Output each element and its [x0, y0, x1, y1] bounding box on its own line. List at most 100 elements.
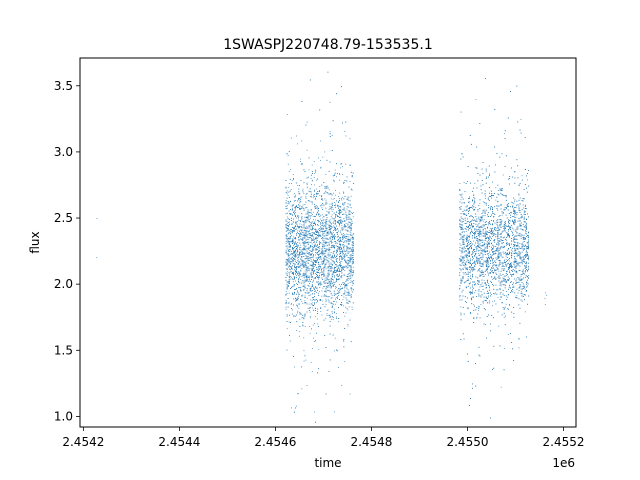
- data-point: [341, 265, 342, 267]
- data-point: [343, 296, 345, 298]
- data-point: [350, 280, 352, 282]
- data-point: [304, 253, 306, 255]
- data-point: [313, 258, 314, 260]
- data-point: [308, 303, 310, 305]
- data-point: [309, 228, 311, 230]
- data-point: [316, 302, 318, 304]
- data-point: [320, 283, 322, 285]
- data-point: [286, 281, 288, 283]
- data-point: [339, 299, 340, 300]
- data-point: [288, 276, 290, 278]
- data-point: [313, 246, 315, 247]
- data-point: [321, 314, 323, 316]
- data-point: [339, 290, 341, 291]
- data-point: [338, 295, 339, 296]
- data-point: [305, 239, 307, 241]
- data-point: [352, 244, 354, 246]
- data-point: [287, 298, 289, 299]
- data-point: [337, 261, 338, 263]
- data-point: [305, 249, 307, 251]
- data-point: [312, 214, 313, 215]
- data-point: [324, 275, 326, 277]
- data-point: [305, 227, 307, 229]
- data-point: [336, 316, 337, 318]
- data-point: [304, 264, 306, 265]
- data-point: [340, 261, 341, 263]
- data-point: [288, 259, 290, 261]
- data-point: [324, 187, 326, 189]
- data-point: [306, 241, 308, 243]
- data-point: [321, 248, 323, 250]
- data-point: [327, 290, 329, 291]
- data-point: [311, 233, 313, 235]
- data-point: [308, 253, 310, 255]
- data-point: [294, 267, 296, 268]
- data-point: [285, 302, 287, 304]
- data-point: [287, 229, 289, 231]
- data-point: [344, 291, 346, 293]
- data-point: [347, 259, 349, 261]
- data-point: [323, 271, 325, 273]
- data-point: [304, 247, 306, 249]
- data-point: [303, 260, 305, 262]
- data-point: [305, 245, 307, 247]
- data-point: [322, 249, 324, 251]
- data-point: [298, 263, 299, 264]
- data-point: [342, 173, 344, 175]
- data-point: [288, 273, 290, 275]
- data-point: [342, 237, 344, 239]
- data-point: [289, 335, 290, 336]
- data-point: [325, 393, 327, 395]
- data-point: [333, 268, 335, 270]
- data-point: [351, 244, 353, 246]
- data-point: [313, 245, 315, 247]
- data-point: [321, 252, 323, 253]
- data-point: [289, 322, 291, 323]
- data-point: [344, 292, 346, 294]
- data-point: [321, 184, 323, 186]
- data-point: [322, 254, 324, 256]
- data-point: [294, 269, 295, 271]
- data-point: [320, 226, 322, 228]
- data-point: [286, 241, 288, 243]
- data-point: [331, 150, 333, 151]
- data-point: [322, 227, 324, 229]
- data-point: [320, 267, 322, 269]
- data-point: [337, 265, 338, 267]
- data-point: [346, 240, 348, 242]
- data-point: [321, 204, 323, 206]
- data-point: [315, 299, 317, 301]
- data-point: [303, 192, 305, 194]
- data-point: [319, 250, 321, 252]
- data-point: [307, 247, 309, 249]
- data-point: [330, 280, 332, 282]
- data-point: [312, 228, 314, 229]
- data-point: [344, 256, 346, 258]
- data-point: [312, 248, 313, 250]
- data-point: [349, 271, 351, 273]
- data-point: [318, 254, 320, 256]
- data-point: [314, 228, 315, 230]
- data-point: [298, 245, 299, 247]
- data-point: [293, 246, 295, 248]
- data-point: [323, 267, 325, 269]
- data-point: [317, 271, 318, 273]
- data-point: [308, 268, 310, 270]
- data-point: [330, 198, 332, 200]
- data-point: [350, 296, 352, 298]
- data-point: [302, 265, 304, 267]
- data-point: [301, 251, 303, 253]
- data-point: [286, 288, 288, 289]
- data-point: [292, 313, 293, 315]
- data-point: [348, 211, 350, 213]
- data-point: [306, 278, 308, 280]
- data-point: [285, 264, 287, 266]
- data-point: [343, 182, 345, 184]
- data-point: [347, 263, 349, 265]
- data-point: [330, 270, 332, 271]
- data-point: [333, 180, 335, 182]
- data-point: [328, 265, 330, 267]
- data-point: [347, 224, 349, 226]
- data-point: [333, 262, 335, 264]
- data-point: [299, 202, 301, 204]
